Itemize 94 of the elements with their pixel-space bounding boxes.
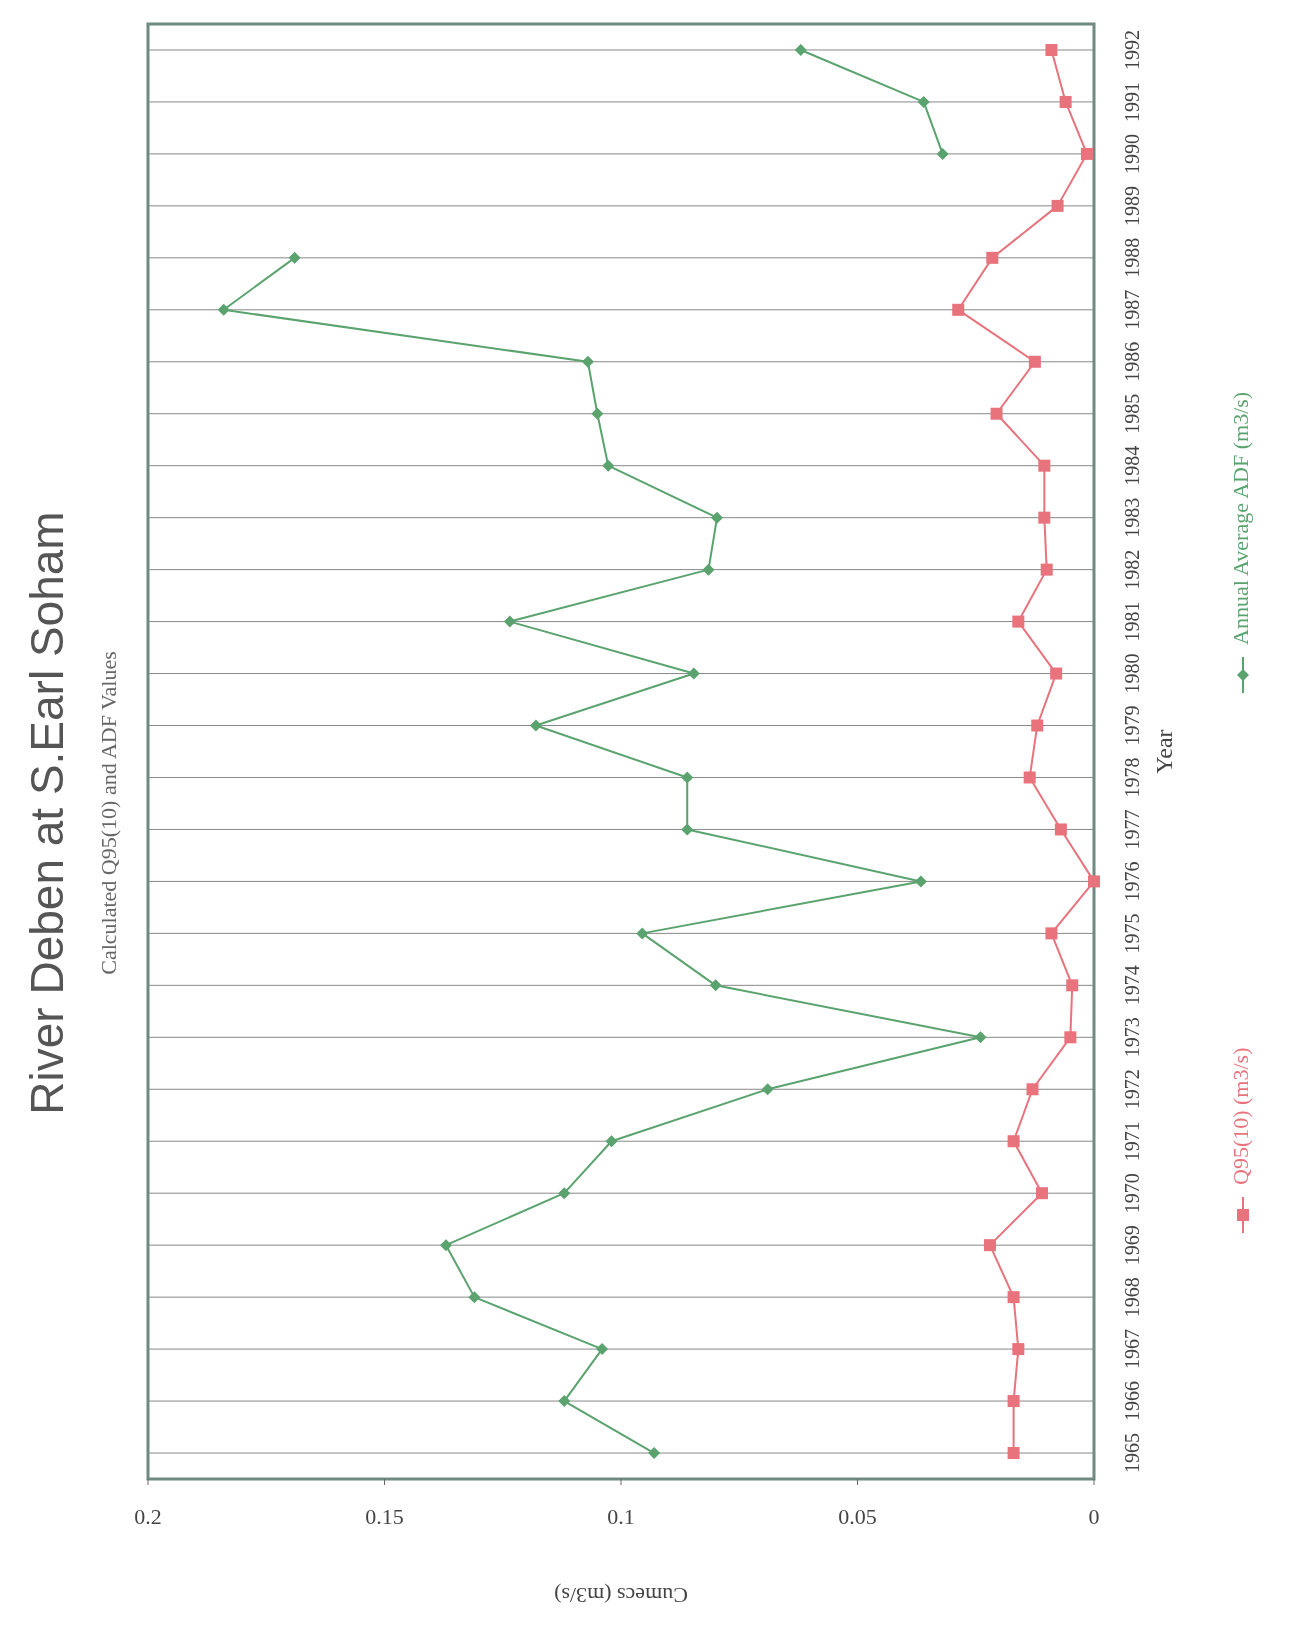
point [936, 147, 949, 160]
point [986, 251, 999, 264]
point [1038, 459, 1051, 472]
point [596, 1343, 609, 1356]
point [974, 1031, 987, 1044]
point [1045, 927, 1058, 940]
y-tick-label: 1979 [1121, 705, 1143, 746]
y-tick-label: 1983 [1121, 497, 1143, 538]
point [1007, 1291, 1020, 1304]
point [439, 1239, 452, 1252]
point [591, 407, 604, 420]
point [990, 407, 1003, 420]
point [687, 667, 700, 680]
point [1035, 1187, 1048, 1200]
point [952, 303, 965, 316]
point [917, 95, 930, 108]
y-tick-label: 1989 [1121, 185, 1143, 226]
point [1012, 1343, 1025, 1356]
point [1007, 1447, 1020, 1460]
y-tick-label: 1981 [1121, 601, 1143, 642]
y-tick-label: 1988 [1121, 237, 1143, 278]
y-tick-label: 1977 [1121, 809, 1143, 850]
y-tick-label: 1992 [1121, 29, 1143, 70]
y-tick-label: 1972 [1121, 1069, 1143, 1110]
point [558, 1187, 571, 1200]
y-tick-label: 1974 [1121, 965, 1143, 1006]
y-tick-label: 1967 [1121, 1329, 1143, 1370]
point [794, 43, 807, 56]
text: Calculated Q95(10) and ADF Values [96, 651, 121, 975]
text: Q95(10) (m3/s) [1228, 1047, 1254, 1185]
point [709, 979, 722, 992]
point [602, 459, 615, 472]
point [1031, 719, 1044, 732]
x-axis-title: Cumecs (m3/s) [554, 1583, 688, 1608]
y-tick-label: 1966 [1121, 1381, 1143, 1422]
x-tick-label: 0.2 [134, 1504, 162, 1530]
x-tick-label: 0.15 [365, 1504, 404, 1530]
point [1059, 95, 1072, 108]
point [1026, 1083, 1039, 1096]
point [288, 251, 301, 264]
point [529, 719, 542, 732]
point [558, 1395, 571, 1408]
point [681, 823, 694, 836]
point [581, 355, 594, 368]
point [1080, 147, 1093, 160]
y-tick-label: 1965 [1121, 1433, 1143, 1474]
point [983, 1239, 996, 1252]
y-axis-title: Year [1151, 729, 1177, 774]
y-tick-label: 1987 [1121, 289, 1143, 330]
x-tick-label: 0.1 [607, 1504, 635, 1530]
y-tick-label: 1984 [1121, 445, 1143, 486]
text: Annual Average ADF (m3/s) [1228, 391, 1254, 645]
y-tick-label: 1968 [1121, 1277, 1143, 1318]
y-tick-label: 1971 [1121, 1121, 1143, 1162]
point [1012, 615, 1025, 628]
point [711, 511, 724, 524]
y-tick-label: 1970 [1121, 1173, 1143, 1214]
point [217, 303, 230, 316]
point [1038, 511, 1051, 524]
point [1066, 979, 1079, 992]
point [636, 927, 649, 940]
y-tick-label: 1985 [1121, 393, 1143, 434]
point [1064, 1031, 1077, 1044]
point [1045, 43, 1058, 56]
y-tick-label: 1975 [1121, 913, 1143, 954]
point [648, 1447, 661, 1460]
point [1007, 1135, 1020, 1148]
point [503, 615, 516, 628]
point [1088, 875, 1100, 888]
point [1028, 355, 1041, 368]
point [1023, 771, 1036, 784]
x-tick-label: 0 [1088, 1504, 1100, 1530]
y-tick-label: 1980 [1121, 653, 1143, 694]
point [761, 1083, 774, 1096]
y-tick-label: 1976 [1121, 861, 1143, 902]
y-tick-label: 1978 [1121, 757, 1143, 798]
y-tick-label: 1973 [1121, 1017, 1143, 1058]
point [605, 1135, 618, 1148]
y-tick-label: 1969 [1121, 1225, 1143, 1266]
point [1040, 563, 1053, 576]
y-tick-label: 1986 [1121, 341, 1143, 382]
point [1007, 1395, 1020, 1408]
x-tick-label: 0.05 [838, 1504, 877, 1530]
point [1051, 199, 1064, 212]
y-tick-label: 1990 [1121, 133, 1143, 174]
text: River Deben at S.Earl Soham [21, 511, 73, 1115]
point [1054, 823, 1067, 836]
point [468, 1291, 481, 1304]
y-tick-label: 1991 [1121, 81, 1143, 122]
y-tick-label: 1982 [1121, 549, 1143, 590]
point [681, 771, 694, 784]
point [914, 875, 927, 888]
point [1050, 667, 1063, 680]
point [702, 563, 715, 576]
